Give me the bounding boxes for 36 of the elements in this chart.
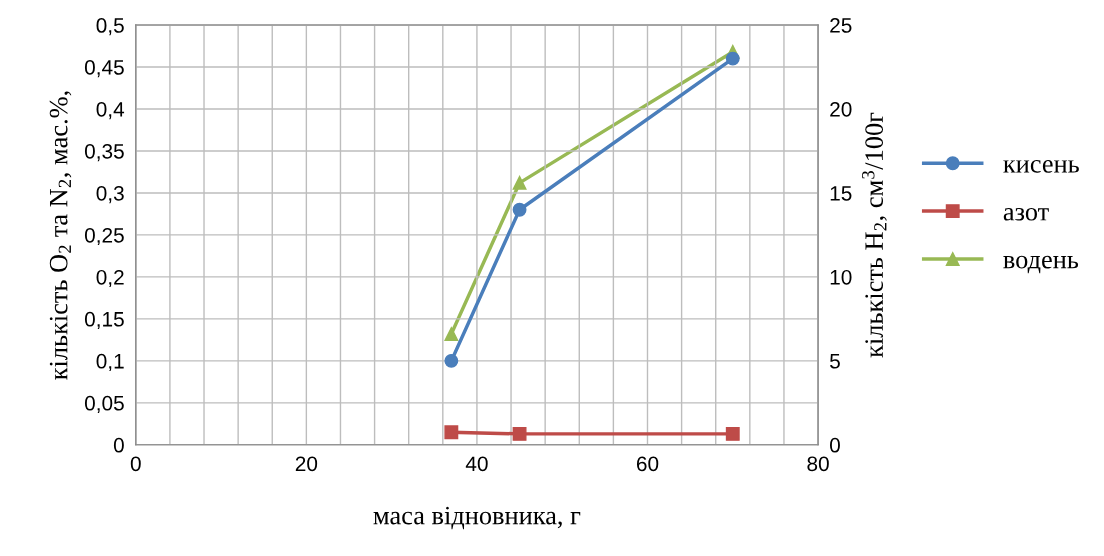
y2-tick-label: 20 [830,101,852,117]
y-axis-title: кількість O$_{2}$ та N$_{2}$, мас.%, [49,91,72,380]
y-tick-label: 0,4 [96,101,125,120]
y-tick-label: 0,45 [84,60,124,78]
y2-tick-label: 25 [830,18,852,33]
y2-tick-label: 10 [830,269,852,285]
point [512,426,527,441]
y2-axis-title: кількість H$_{2}$, см$^{3}$/100г [862,112,887,358]
y-tick-label: 0,2 [96,269,124,288]
y-tick-label: 0,3 [96,185,124,204]
y-tick-label: 0,5 [96,18,124,36]
point [725,51,740,66]
x-tick-label: 20 [295,456,318,472]
x-tick-label: 60 [636,456,659,472]
y-tick-label: 0,05 [84,395,124,414]
point [444,425,459,440]
legend-label: азот [1003,207,1049,221]
x-tick-label: 80 [807,456,829,472]
point [444,353,459,368]
point [512,175,527,190]
x-tick-label: 40 [465,456,488,472]
y-tick-label: 0,15 [84,311,124,330]
y-tick-label: 0,25 [84,227,124,246]
y-tick-label: 0,1 [96,353,124,372]
point [725,426,740,441]
y2-tick-label: 15 [830,186,852,201]
y2-tick-label: 0 [829,437,840,453]
y-tick-label: 0,35 [84,143,124,162]
point [444,327,459,341]
legend-label: водень [1003,255,1079,274]
legend-label: кисень [1003,160,1079,173]
y2-tick-label: 5 [830,354,840,369]
x-axis-title: маса відновника, г [373,506,581,530]
point [512,202,527,217]
x-tick-label: 0 [130,456,141,472]
y-tick-label: 0 [113,437,124,453]
